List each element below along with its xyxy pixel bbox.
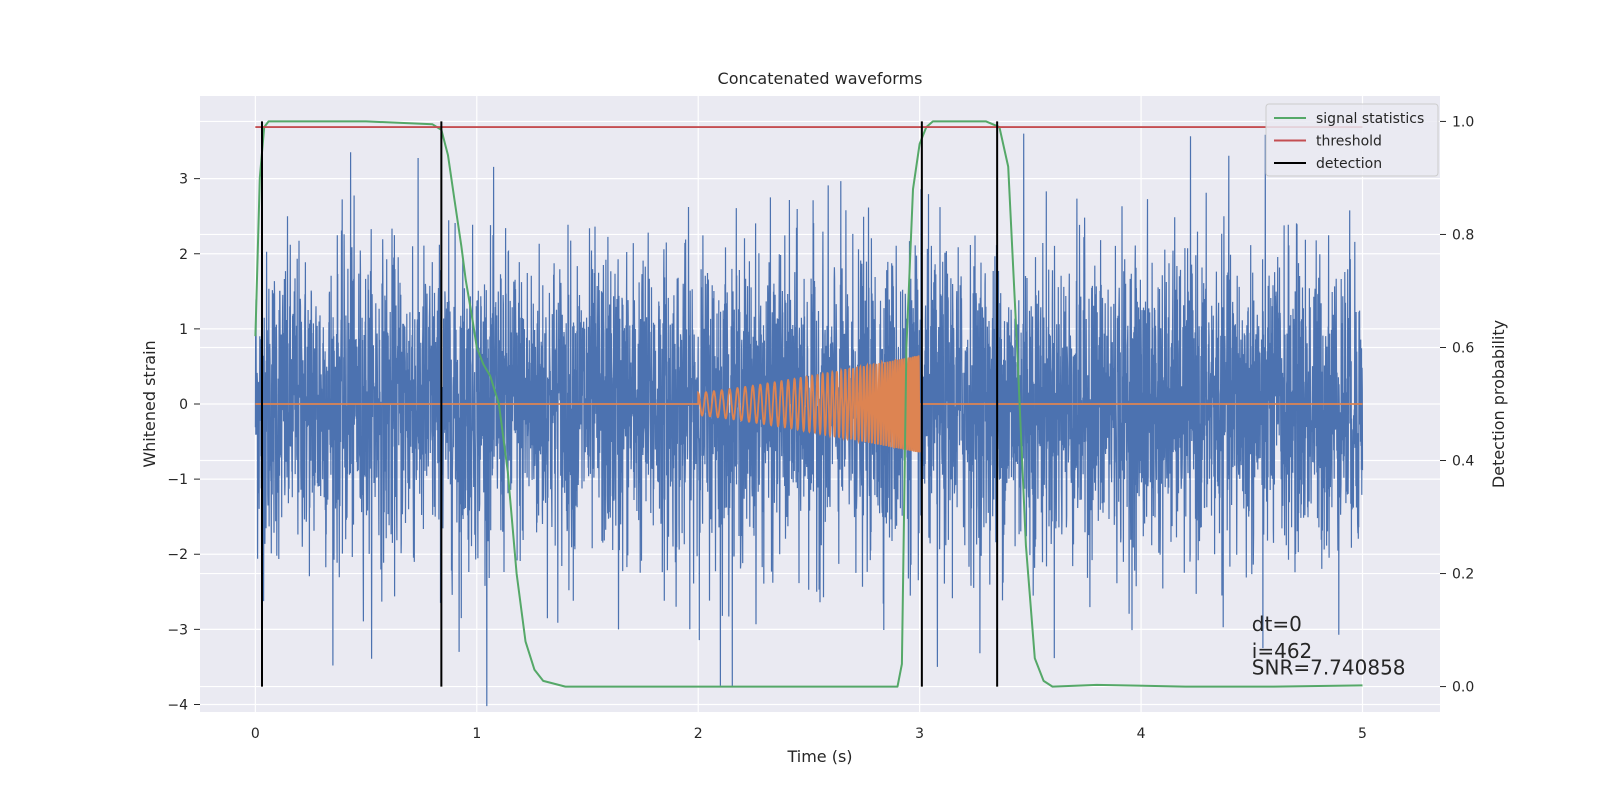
- y2-tick-label: 0.2: [1452, 567, 1474, 583]
- y-axis-label: Whitened strain: [140, 340, 159, 467]
- injection-line: [255, 355, 1363, 453]
- x-tick-label: 4: [1137, 726, 1146, 742]
- x-axis-label: Time (s): [786, 747, 852, 766]
- strain-series: [254, 133, 1364, 707]
- x-tick-label: 0: [251, 726, 260, 742]
- strain-line: [254, 133, 1364, 707]
- y2-tick-label: 0.6: [1452, 340, 1474, 356]
- annotations: dt=0 i=462 SNR=7.740858: [1252, 612, 1406, 680]
- y-tick-label: 1: [179, 322, 188, 338]
- x-tick-label: 5: [1358, 726, 1367, 742]
- y-tick-label: −2: [167, 547, 188, 563]
- x-tick-label: 3: [915, 726, 924, 742]
- annotation-snr: SNR=7.740858: [1252, 655, 1406, 679]
- legend-box: [1265, 103, 1439, 177]
- x-tick-label: 2: [694, 726, 703, 742]
- y2-tick-label: 0.4: [1452, 454, 1474, 470]
- annotation-index: i=462: [1252, 639, 1313, 663]
- y2-tick-label: 0.8: [1452, 227, 1474, 243]
- annotation-dt: dt=0: [1252, 612, 1302, 636]
- y-tick-label: −4: [167, 697, 188, 713]
- y-tick-label: −3: [167, 622, 188, 638]
- y-tick-label: 3: [179, 172, 188, 188]
- x-tick-label: 1: [472, 726, 481, 742]
- legend: signal statistics threshold detection: [1265, 103, 1439, 177]
- chart-title: Concatenated waveforms: [718, 69, 923, 88]
- y-tick-label: −1: [167, 472, 188, 488]
- injection-series: [255, 355, 1363, 453]
- detection-series: [261, 121, 999, 687]
- y-tick-label: 2: [179, 247, 188, 263]
- y-tick-label: 0: [179, 397, 188, 413]
- legend-label-detection: detection: [1316, 156, 1382, 172]
- legend-label-threshold: threshold: [1316, 134, 1382, 150]
- y2-axis-label: Detection probability: [1489, 320, 1508, 488]
- y2-tick-label: 1.0: [1452, 114, 1474, 130]
- axis-ticks: 0 1 2 3 4 5 −4 −3 −2 −1 0 1 2 3 0.0 0.2 0.4 0.6 0.8 1.0: [167, 114, 1474, 742]
- y2-tick-label: 0.0: [1452, 680, 1474, 696]
- legend-label-signal-statistics: signal statistics: [1316, 111, 1424, 127]
